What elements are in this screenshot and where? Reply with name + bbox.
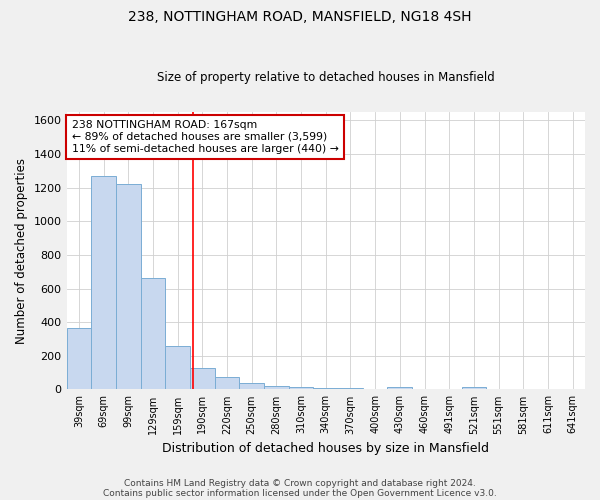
Text: Contains public sector information licensed under the Open Government Licence v3: Contains public sector information licen… [103,488,497,498]
Y-axis label: Number of detached properties: Number of detached properties [15,158,28,344]
Bar [140,278,165,390]
Bar [536,389,560,390]
Bar [190,368,215,390]
Bar [215,377,239,390]
Bar [560,389,585,390]
Title: Size of property relative to detached houses in Mansfield: Size of property relative to detached ho… [157,72,494,85]
Bar [264,386,289,390]
Text: 238, NOTTINGHAM ROAD, MANSFIELD, NG18 4SH: 238, NOTTINGHAM ROAD, MANSFIELD, NG18 4S… [128,10,472,24]
Bar [388,387,412,390]
Bar [116,184,140,390]
Bar [338,388,363,390]
Bar [412,389,437,390]
Bar [313,388,338,390]
Bar [289,387,313,390]
Bar [486,389,511,390]
X-axis label: Distribution of detached houses by size in Mansfield: Distribution of detached houses by size … [162,442,489,455]
Bar [91,176,116,390]
Bar [67,328,91,390]
Text: Contains HM Land Registry data © Crown copyright and database right 2024.: Contains HM Land Registry data © Crown c… [124,478,476,488]
Bar [461,387,486,390]
Bar [363,388,388,390]
Bar [511,389,536,390]
Bar [437,389,461,390]
Text: 238 NOTTINGHAM ROAD: 167sqm
← 89% of detached houses are smaller (3,599)
11% of : 238 NOTTINGHAM ROAD: 167sqm ← 89% of det… [72,120,338,154]
Bar [165,346,190,390]
Bar [239,382,264,390]
